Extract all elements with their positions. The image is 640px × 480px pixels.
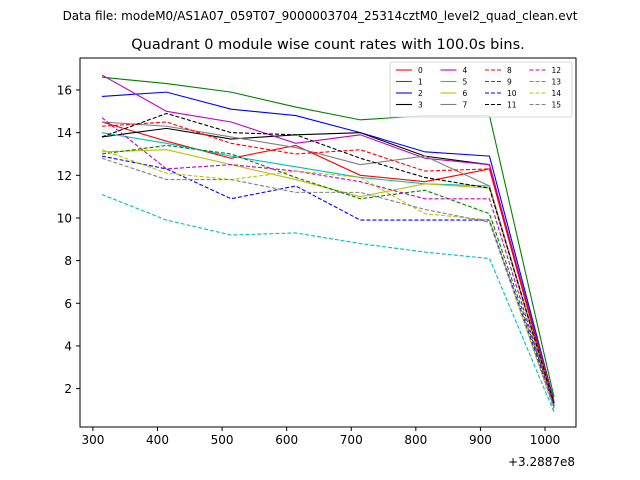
legend-label-0: 0 — [418, 66, 423, 75]
x-tick-label: 400 — [146, 433, 169, 447]
legend-label-12: 12 — [552, 66, 562, 75]
series-layer — [101, 74, 555, 413]
series-line-13 — [101, 193, 555, 413]
y-tick-label: 8 — [64, 254, 72, 268]
y-tick-label: 4 — [64, 339, 72, 353]
series-line-14 — [101, 149, 555, 411]
legend-label-7: 7 — [463, 101, 468, 110]
x-tick-label: 1000 — [530, 433, 561, 447]
legend-label-14: 14 — [552, 89, 562, 98]
series-line-4 — [101, 74, 555, 404]
x-tick-label: 300 — [81, 433, 104, 447]
series-line-0 — [101, 121, 555, 406]
legend-label-1: 1 — [418, 78, 423, 87]
y-tick-label: 10 — [57, 211, 72, 225]
chart-title: Quadrant 0 module wise count rates with … — [131, 37, 525, 53]
legend-label-3: 3 — [418, 101, 423, 110]
y-tick-label: 6 — [64, 297, 72, 311]
y-tick-label: 2 — [64, 382, 72, 396]
series-line-5 — [101, 132, 555, 408]
x-tick-label: 900 — [469, 433, 492, 447]
plot-frame — [79, 57, 577, 428]
legend-label-8: 8 — [507, 66, 512, 75]
series-line-12 — [101, 117, 555, 408]
legend-box — [389, 61, 573, 118]
legend-label-6: 6 — [463, 89, 468, 98]
series-line-1 — [101, 76, 555, 398]
figure-suptitle: Data file: modeM0/AS1A07_059T07_90000037… — [63, 9, 578, 23]
y-tick-label: 16 — [57, 83, 72, 97]
series-line-2 — [101, 91, 555, 402]
y-tick-label: 14 — [57, 126, 72, 140]
series-line-8 — [101, 121, 555, 402]
x-tick-label: 800 — [404, 433, 427, 447]
y-tick-label: 12 — [57, 169, 72, 183]
series-line-10 — [101, 155, 555, 406]
legend-label-11: 11 — [507, 101, 517, 110]
series-line-15 — [101, 157, 555, 408]
legend-label-2: 2 — [418, 89, 423, 98]
legend-label-15: 15 — [552, 101, 562, 110]
legend-label-5: 5 — [463, 78, 468, 87]
x-axis-offset-label: +3.2887e8 — [508, 455, 575, 469]
legend-label-9: 9 — [507, 78, 512, 87]
legend-label-10: 10 — [507, 89, 517, 98]
x-tick-label: 500 — [211, 433, 234, 447]
series-line-7 — [101, 121, 555, 404]
series-line-9 — [101, 144, 555, 404]
legend-label-4: 4 — [463, 66, 468, 75]
series-line-11 — [101, 112, 555, 404]
series-line-6 — [101, 149, 555, 406]
x-tick-label: 600 — [275, 433, 298, 447]
x-tick-label: 700 — [340, 433, 363, 447]
legend-label-13: 13 — [552, 78, 562, 87]
